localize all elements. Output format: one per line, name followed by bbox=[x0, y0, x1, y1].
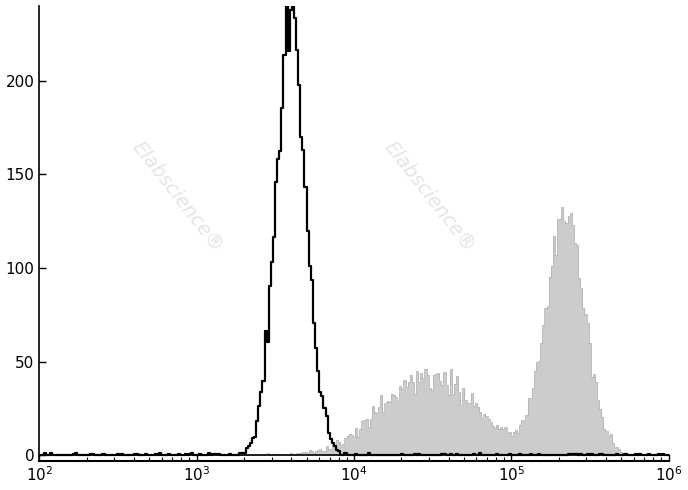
Text: Elabscience®: Elabscience® bbox=[129, 138, 227, 256]
Text: Elabscience®: Elabscience® bbox=[380, 138, 479, 256]
